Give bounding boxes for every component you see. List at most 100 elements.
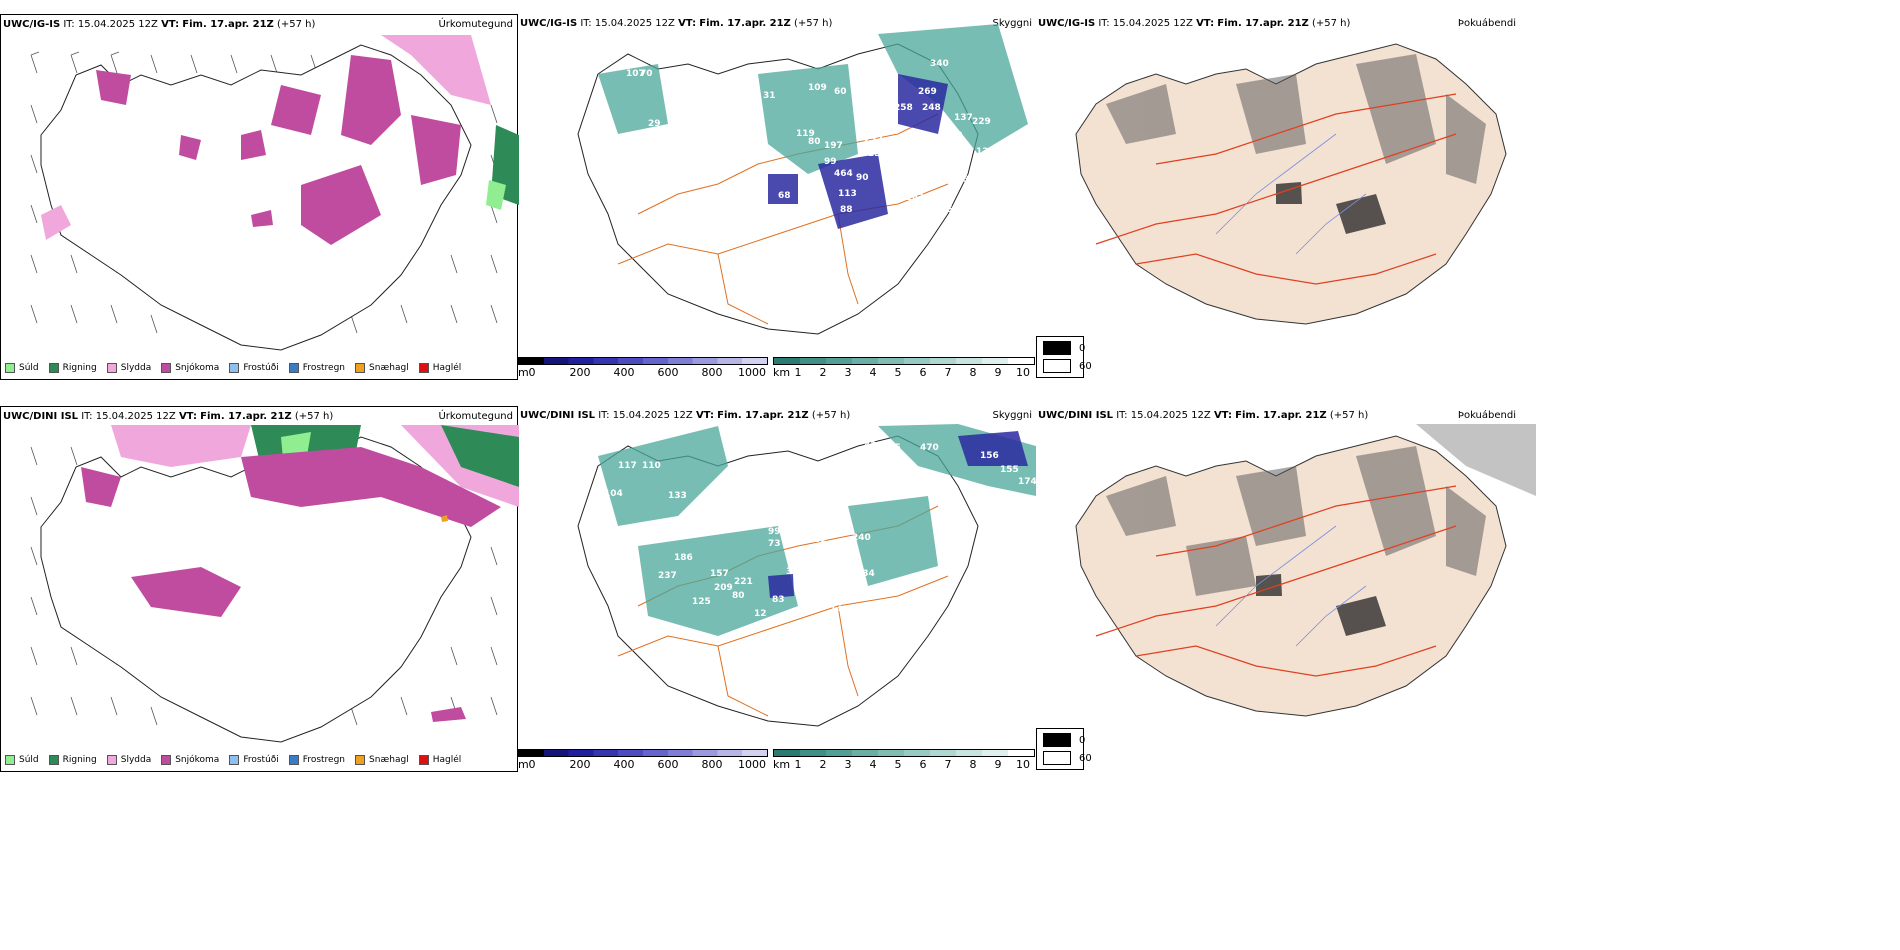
cloud-label: 31 [763,91,776,101]
cloud-label: 104 [604,489,623,499]
cloud-label: 133 [668,491,687,501]
road-network [617,113,949,325]
cloud-label: 470 [920,443,939,453]
vt-label: VT: [161,19,180,30]
cloud-label: 141 [906,193,925,203]
legend-item: Haglél [418,363,461,373]
legend-item: Haglél [418,755,461,765]
snow-areas [81,447,501,617]
model-name: UWC/IG-IS [3,19,61,30]
panel-header: UWC/IG-IS IT: 15.04.2025 12Z VT: Fim. 17… [520,18,833,29]
legend-item: Súld [5,755,39,765]
cloud-label: 156 [952,157,971,167]
cloud-label: 483 [894,491,913,501]
cloud-label: 125 [692,597,711,607]
cloud-base-unit: m [518,366,529,379]
precip-legend: Súld Rigning Slydda Snjókoma Frostúði Fr… [5,755,471,765]
cloud-label: 117 [618,461,637,471]
cloud-label: 197 [824,141,843,151]
panel-title: Þokuábendi [1457,410,1516,421]
cloud-label: 303 [786,567,805,577]
panel-header: UWC/DINI ISL IT: 15.04.2025 12Z VT: Fim.… [520,410,851,421]
cloud-label: 75 [744,197,757,207]
panel-title: Úrkomutegund [438,19,513,30]
wind-barbs [30,446,498,726]
fog-map [1075,43,1507,325]
cloud-label: 88 [840,205,853,215]
fog-map [1075,424,1536,717]
precip-map [30,35,519,351]
cloud-label: 174 [1018,477,1036,487]
cloud-label: 26 [662,527,675,537]
cloud-label: 107 [712,213,731,223]
lead-time: (+57 h) [277,19,316,30]
terrain-shading [1106,54,1486,184]
fog-legend: 0 60 [1036,336,1092,378]
it-value: 15.04.2025 12Z [77,19,158,30]
legend-item: Frostúði [229,363,279,373]
drizzle-area [486,180,506,210]
vt-value: Fim. 17.apr. 21Z [182,19,274,30]
cloud-label: 803 [866,237,885,247]
cloud-label: 201 [892,217,911,227]
offshore-fog [1416,424,1536,496]
panel-title: Úrkomutegund [438,411,513,422]
cloud-panel-row2: UWC/DINI ISL IT: 15.04.2025 12Z VT: Fim.… [518,406,1036,772]
cloud-cover-colorbar: km 1 2 3 4 5 6 7 8 9 10 [773,749,1035,772]
terrain-shading [1106,446,1486,596]
cloud-label: 120 [730,511,749,521]
cloud-label: 107 [626,69,645,79]
cloud-label: 269 [918,87,937,97]
cloud-label: 240 [852,533,871,543]
cloud-label: 12 [754,609,767,619]
cloud-label: 110 [642,461,661,471]
fog-legend: 0 60 [1036,728,1092,770]
cloud-label: 374 [868,107,887,117]
cloud-label: 255 [868,149,887,159]
cloud-label: 113 [838,189,857,199]
cloud-label: 182 [808,535,827,545]
cloud-label: 134 [856,569,875,579]
cloud-label: 237 [658,571,677,581]
cloud-label: 88 [788,509,801,519]
sleet-offshore [431,707,466,722]
cloud-label: 340 [930,59,949,69]
legend-item: Snæhagl [355,755,409,765]
cloud-label: 109 [808,83,827,93]
cloud-label: 575 [880,127,899,137]
cloud-label: 313 [888,171,907,181]
cloud-label: 90 [856,173,869,183]
cloud-dark [768,431,1028,598]
cloud-label: 157 [710,569,729,579]
cloud-dark [768,74,948,229]
rivers [1215,133,1367,255]
cloud-base-colorbar: m 0 200 400 600 800 1000 [518,357,768,380]
cloud-label: 140 [830,605,849,615]
fog-panel-row1: UWC/IG-IS IT: 15.04.2025 12Z VT: Fim. 17… [1036,14,1900,380]
legend-item: Snjókoma [161,363,219,373]
legend-item: Rigning [48,363,97,373]
cloud-label: 90 [838,473,851,483]
cloud-panel-row1: UWC/IG-IS IT: 15.04.2025 12Z VT: Fim. 17… [518,14,1036,380]
cloud-teal [598,24,1028,174]
panel-header: UWC/DINI ISL IT: 15.04.2025 12Z VT: Fim.… [1038,410,1369,421]
cloud-label: 464 [834,169,853,179]
cloud-label: 119 [796,129,815,139]
legend-item: Frostregn [288,755,345,765]
cloud-label: 100 [728,119,747,129]
legend-item: Frostregn [288,363,345,373]
legend-item: Slydda [106,755,151,765]
cloud-label: 71 [814,205,827,215]
legend-item: Súld [5,363,39,373]
panel-header: UWC/IG-IS IT: 15.04.2025 12Z VT: Fim. 17… [1038,18,1351,29]
snow-areas [96,55,461,245]
legend-item: Frostúði [229,755,279,765]
precip-map [30,425,519,743]
roads [1095,485,1457,677]
cloud-label: 80 [732,591,745,601]
cloud-value-labels: 117 110 104 133 26 186 237 157 209 125 1… [604,441,1036,619]
cloud-label: 155 [1000,465,1019,475]
legend-item: Rigning [48,755,97,765]
cloud-label: 252 [864,135,883,145]
roads [1095,93,1457,285]
